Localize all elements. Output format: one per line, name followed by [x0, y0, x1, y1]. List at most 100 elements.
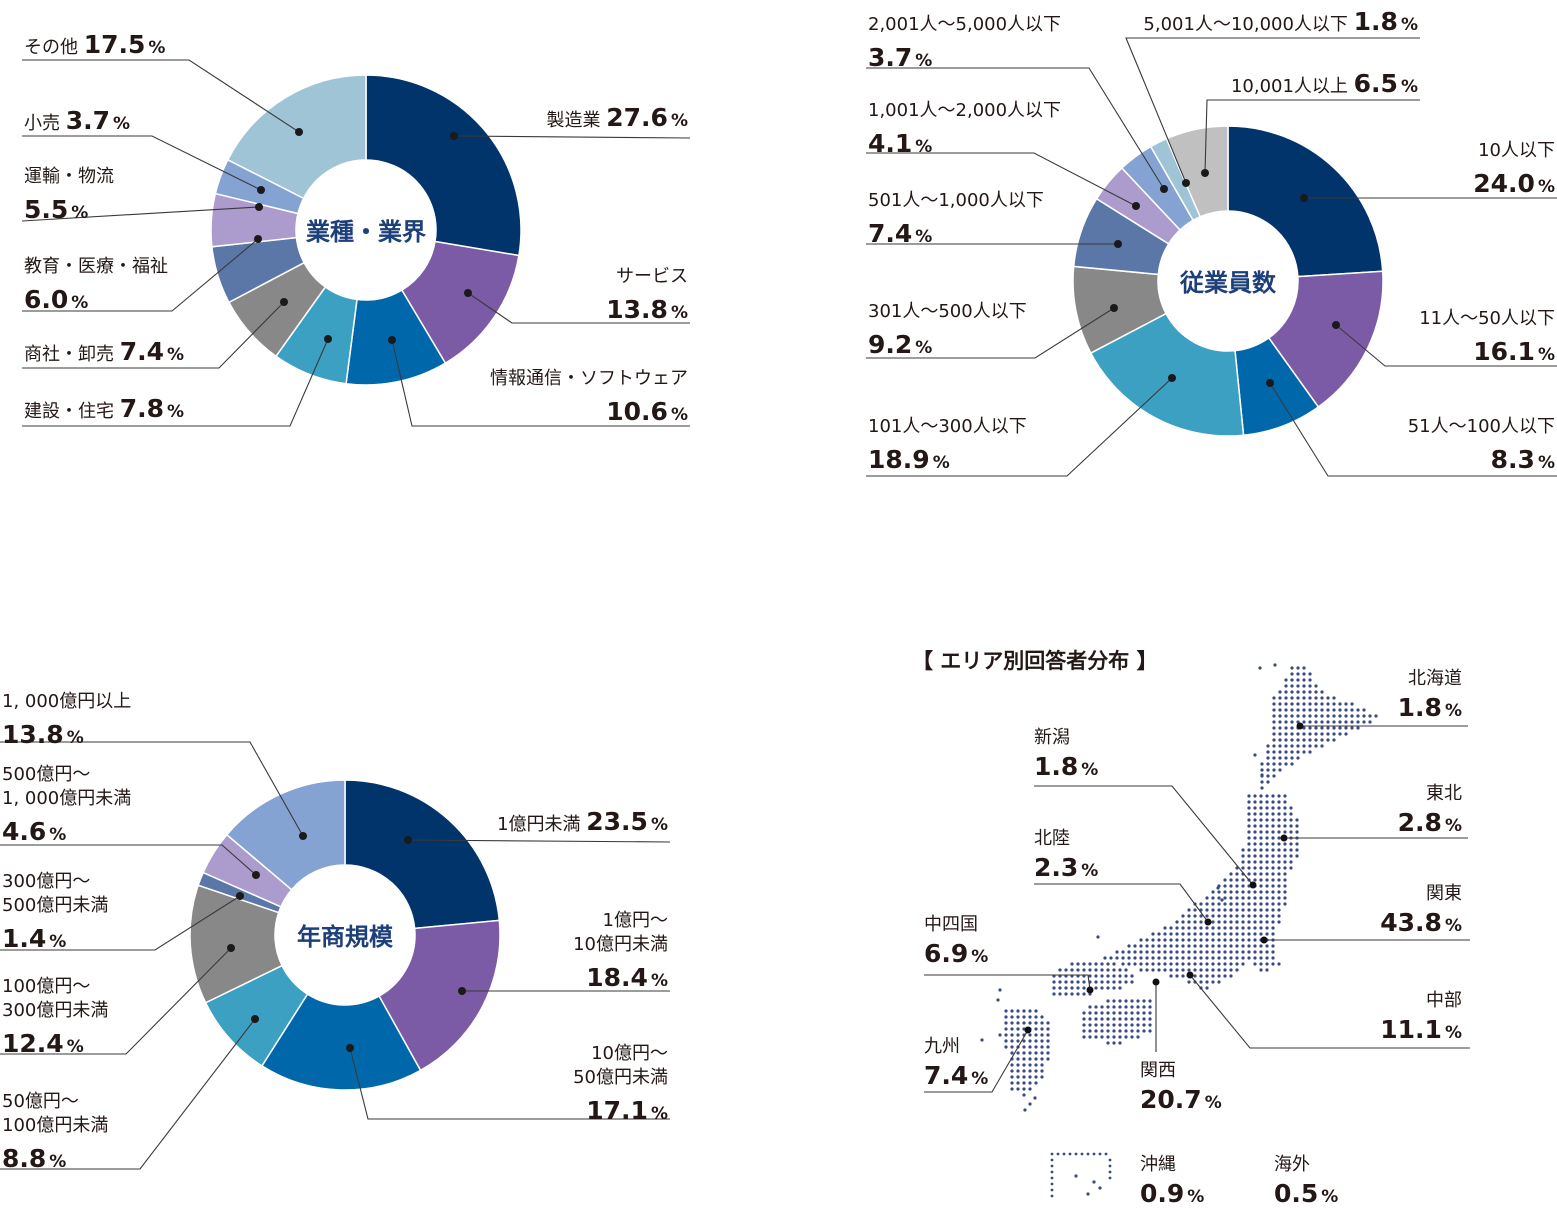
map-dot — [1332, 720, 1336, 724]
map-dot — [1277, 854, 1281, 858]
percent-value: 12.4 — [2, 1029, 64, 1058]
map-dot — [1247, 818, 1251, 822]
region-name: 中四国 — [924, 914, 978, 935]
map-dot — [1265, 962, 1269, 966]
map-dot — [1157, 962, 1161, 966]
map-dot — [1046, 1033, 1050, 1037]
category-name: 1億円〜 — [603, 910, 668, 931]
map-dot — [1374, 714, 1378, 718]
region-percent: 11.1% — [1380, 1015, 1462, 1044]
map-dot — [1283, 902, 1287, 906]
map-dot — [1193, 968, 1197, 972]
map-dot — [1259, 908, 1263, 912]
map-dot — [1023, 1108, 1027, 1112]
map-dot — [1046, 1027, 1050, 1031]
map-dot — [1247, 908, 1251, 912]
slice-label: 2,001人〜5,000人以下 3.7% — [868, 14, 1061, 72]
percent-value-line: 18.9% — [868, 445, 950, 474]
map-dot — [1118, 980, 1122, 984]
map-dot — [1253, 824, 1257, 828]
map-dot — [1235, 902, 1239, 906]
slice-label: 1億円〜 10億円未満 18.4% — [573, 910, 668, 992]
map-dot — [1193, 926, 1197, 930]
slice-label-text: その他 17.5% — [24, 30, 165, 59]
region-name: 九州 — [924, 1036, 960, 1057]
leader-line — [21, 206, 260, 222]
map-dot — [1308, 708, 1312, 712]
region-percent: 2.3% — [1034, 853, 1098, 882]
map-dot — [1253, 902, 1257, 906]
map-dot — [1253, 926, 1257, 930]
map-dot — [1308, 732, 1312, 736]
map-dot — [1010, 1045, 1014, 1049]
map-dot — [1016, 1009, 1020, 1013]
map-dot — [1253, 896, 1257, 900]
map-dot — [1259, 896, 1263, 900]
map-dot — [1296, 666, 1300, 670]
map-dot — [1100, 968, 1104, 972]
category-name: 100億円〜 — [2, 976, 90, 997]
map-dot — [1344, 714, 1348, 718]
map-dot — [1010, 1075, 1014, 1079]
map-dot — [1092, 1152, 1096, 1156]
map-dot — [1217, 926, 1221, 930]
map-dot — [1278, 702, 1282, 706]
map-dot — [1175, 974, 1179, 978]
map-dot — [1350, 702, 1354, 706]
map-dot — [1283, 896, 1287, 900]
percent-sign: % — [71, 203, 88, 223]
map-dot — [1235, 956, 1239, 960]
map-dot — [1157, 944, 1161, 948]
leader-dot — [1182, 179, 1190, 187]
map-dot — [1223, 878, 1227, 882]
map-dot — [1211, 920, 1215, 924]
map-dot — [1265, 794, 1269, 798]
map-dot — [1277, 890, 1281, 894]
map-dot — [1187, 908, 1191, 912]
map-dot — [1241, 950, 1245, 954]
map-dot — [1278, 732, 1282, 736]
map-dot — [1259, 914, 1263, 918]
leader-dot — [1201, 169, 1209, 177]
percent-value-line: 6.0% — [24, 285, 88, 314]
map-dot — [1163, 944, 1167, 948]
map-dot — [1320, 696, 1324, 700]
leader-line — [1335, 324, 1557, 367]
map-dot — [1133, 956, 1137, 960]
map-dot — [1320, 726, 1324, 730]
map-dot — [1253, 830, 1257, 834]
map-region-label: 北陸 2.3% — [1034, 828, 1212, 926]
map-dot — [1223, 896, 1227, 900]
map-dot — [1338, 726, 1342, 730]
map-dot — [1308, 672, 1312, 676]
leader-line — [391, 339, 690, 427]
map-dot — [1130, 1017, 1134, 1021]
map-dot — [1283, 878, 1287, 882]
map-dot — [1169, 926, 1173, 930]
map-dot — [1046, 1039, 1050, 1043]
map-dot — [1145, 938, 1149, 942]
map-dot — [1278, 750, 1282, 754]
map-dot — [1205, 950, 1209, 954]
map-dot — [1302, 720, 1306, 724]
map-dot — [1124, 1029, 1128, 1033]
map-dot — [1277, 830, 1281, 834]
map-dot — [1326, 738, 1330, 742]
slice-label: 10,001人以上 6.5% — [1231, 69, 1418, 98]
map-dot — [1082, 1011, 1086, 1015]
map-dot — [1253, 812, 1257, 816]
map-dot — [1302, 738, 1306, 742]
map-dot — [1259, 818, 1263, 822]
category-name: 運輸・物流 — [24, 166, 114, 187]
map-dot — [1033, 1096, 1037, 1100]
map-dot — [1217, 932, 1221, 936]
donut-center-title: 業種・業界 — [306, 218, 426, 246]
map-dot — [1265, 800, 1269, 804]
map-dot — [1332, 738, 1336, 742]
slice-label: 10人以下 24.0% — [1473, 140, 1555, 198]
percent-value-line: 4.6% — [2, 817, 66, 846]
map-dot — [1205, 968, 1209, 972]
map-dot — [1086, 1152, 1090, 1156]
map-dot — [1314, 744, 1318, 748]
